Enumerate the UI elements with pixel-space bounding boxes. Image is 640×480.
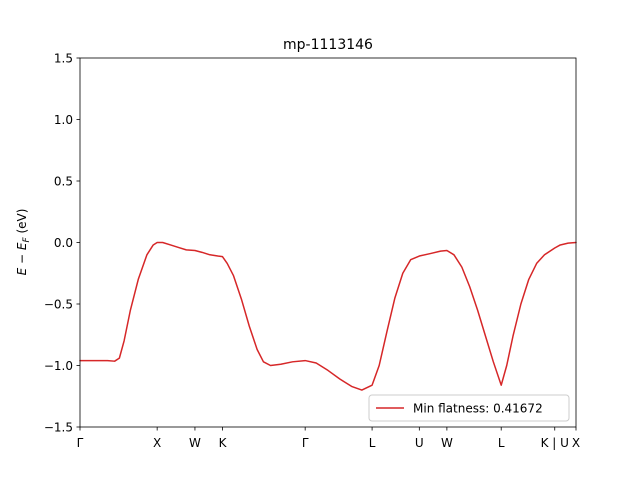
y-axis-ticks: 1.5 1.0 0.5 0.0 −0.5 −1.0 −1.5 <box>44 52 80 435</box>
y-tick-label: 0.0 <box>54 236 73 250</box>
x-tick-label: K <box>219 436 228 450</box>
x-tick-label: W <box>189 436 201 450</box>
plot-frame <box>79 57 577 428</box>
x-tick-label: U <box>415 436 424 450</box>
legend-box <box>368 394 570 422</box>
y-label-unit: (eV) <box>15 209 29 238</box>
y-label-ef: E <box>15 242 29 250</box>
x-tick-label: Γ <box>302 436 309 450</box>
legend-label: Min flatness: 0.41672 <box>413 402 543 416</box>
chart-title: mp-1113146 <box>283 37 373 53</box>
x-tick-label: Γ <box>77 436 84 450</box>
y-label-minus: − <box>15 250 29 268</box>
x-tick-label: X <box>153 436 161 450</box>
x-tick-label: L <box>369 436 376 450</box>
y-tick-label: −0.5 <box>44 298 73 312</box>
y-tick-label: −1.5 <box>44 421 73 435</box>
x-tick-label: W <box>441 436 453 450</box>
y-tick-label: 1.0 <box>54 113 73 127</box>
x-tick-label: K | U <box>541 436 569 450</box>
y-label-sub: F <box>22 237 32 243</box>
y-label-e: E <box>15 267 29 275</box>
y-tick-label: 1.5 <box>54 52 73 66</box>
x-tick-label: X <box>572 436 580 450</box>
x-tick-label: L <box>498 436 505 450</box>
y-tick-label: 0.5 <box>54 175 73 189</box>
legend: Min flatness: 0.41672 <box>368 394 570 422</box>
y-axis-label-text: E − EF (eV) <box>15 209 32 276</box>
y-axis-label: E − EF (eV) <box>15 209 32 276</box>
y-tick-label: −1.0 <box>44 359 73 373</box>
band-line <box>79 241 577 391</box>
